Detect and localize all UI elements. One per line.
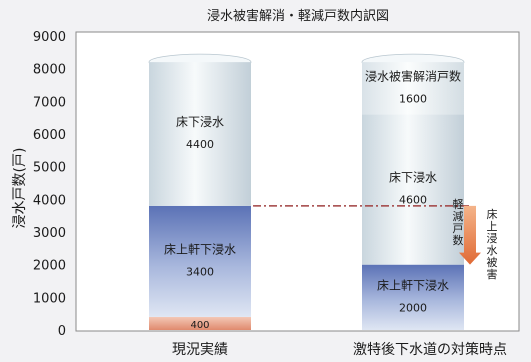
segment-value: 1600 xyxy=(399,92,427,105)
reduction-arrow xyxy=(459,205,481,265)
segment-label: 床上軒下浸水 xyxy=(377,278,449,292)
y-tick-label: 7000 xyxy=(33,95,66,110)
segment-value: 4400 xyxy=(186,138,214,151)
bar-segment xyxy=(362,114,464,265)
y-tick-label: 3000 xyxy=(33,226,66,241)
bars: 軒下以上浸水400床上軒下浸水3400床下浸水4400床上軒下浸水2000床下浸… xyxy=(148,53,465,331)
y-tick-label: 6000 xyxy=(33,128,66,143)
segment-label: 床下浸水 xyxy=(176,115,224,129)
x-axis-labels: 現況実績 激特後下水道の対策時点 xyxy=(172,341,507,358)
bar-segment xyxy=(149,316,251,330)
segment-label: 浸水被害解消戸数 xyxy=(365,68,461,83)
bar-segment xyxy=(149,205,251,317)
x-category-label: 現況実績 xyxy=(172,342,228,358)
segment-label: 床上軒下浸水 xyxy=(164,242,236,256)
y-tick-label: 8000 xyxy=(33,63,66,78)
y-tick-label: 0 xyxy=(58,324,66,339)
y-axis-label: 浸水戸数(戸) xyxy=(12,148,28,229)
x-category-label: 激特後下水道の対策時点 xyxy=(353,341,507,358)
y-tick-label: 9000 xyxy=(33,30,66,45)
chart-title: 浸水被害解消・軽減戸数内訳図 xyxy=(207,8,389,24)
y-tick-label: 5000 xyxy=(33,161,66,176)
segment-value: 2000 xyxy=(399,301,427,314)
y-tick-label: 1000 xyxy=(33,291,66,306)
segment-value: 400 xyxy=(190,320,209,331)
reduction-annotation: 軽減戸数 床上浸水被害 xyxy=(253,198,498,281)
segment-label: 床下浸水 xyxy=(389,171,437,185)
annotation-label-col1: 軽減戸数 xyxy=(453,198,464,247)
bar-segment xyxy=(362,264,464,330)
y-tick-label: 4000 xyxy=(33,193,66,208)
segment-value: 4600 xyxy=(399,194,427,207)
segment-value: 3400 xyxy=(186,265,214,278)
bar-segment xyxy=(362,62,464,115)
y-axis-ticks: 0 1000 2000 3000 4000 5000 6000 7000 8000 9000 xyxy=(33,30,66,339)
y-tick-label: 2000 xyxy=(33,259,66,274)
bar-segment xyxy=(149,62,251,206)
annotation-label-col2: 床上浸水被害 xyxy=(487,207,498,281)
